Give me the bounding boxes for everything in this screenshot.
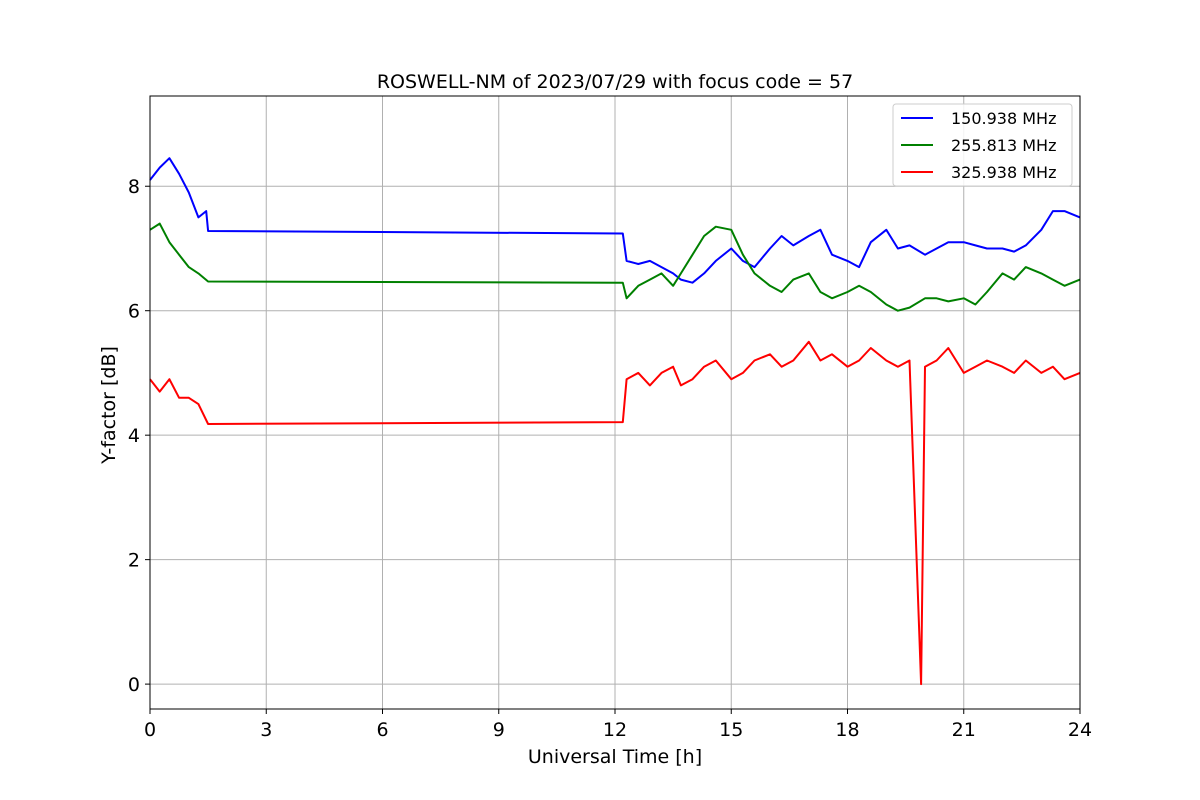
chart-title: ROSWELL-NM of 2023/07/29 with focus code… bbox=[377, 71, 853, 93]
series-line-1 bbox=[149, 157, 1081, 284]
x-tick-label: 3 bbox=[260, 719, 272, 741]
series-line-3 bbox=[149, 340, 1081, 686]
x-axis-label: Universal Time [h] bbox=[528, 746, 702, 768]
series-line-2 bbox=[149, 222, 1081, 312]
legend-label: 255.813 MHz bbox=[951, 136, 1056, 155]
legend-label: 325.938 MHz bbox=[951, 163, 1056, 182]
x-tick-label: 12 bbox=[603, 719, 627, 741]
y-tick-label: 4 bbox=[128, 425, 140, 447]
y-tick-label: 2 bbox=[128, 550, 140, 572]
x-tick-label: 0 bbox=[144, 719, 156, 741]
x-tick-label: 15 bbox=[719, 719, 743, 741]
legend-label: 150.938 MHz bbox=[951, 109, 1056, 128]
series-layer bbox=[149, 157, 1081, 686]
x-tick-label: 6 bbox=[376, 719, 388, 741]
x-tick-label: 18 bbox=[835, 719, 859, 741]
legend: 150.938 MHz 255.813 MHz 325.938 MHz bbox=[892, 103, 1073, 187]
legend-box bbox=[892, 103, 1073, 187]
y-tick-label: 6 bbox=[128, 301, 140, 323]
x-tick-label: 21 bbox=[952, 719, 976, 741]
y-tick-label: 0 bbox=[128, 674, 140, 696]
y-tick-label: 8 bbox=[128, 176, 140, 198]
y-axis-label: Y-factor [dB] bbox=[98, 346, 120, 465]
x-tick-label: 9 bbox=[493, 719, 505, 741]
x-tick-label: 24 bbox=[1068, 719, 1092, 741]
